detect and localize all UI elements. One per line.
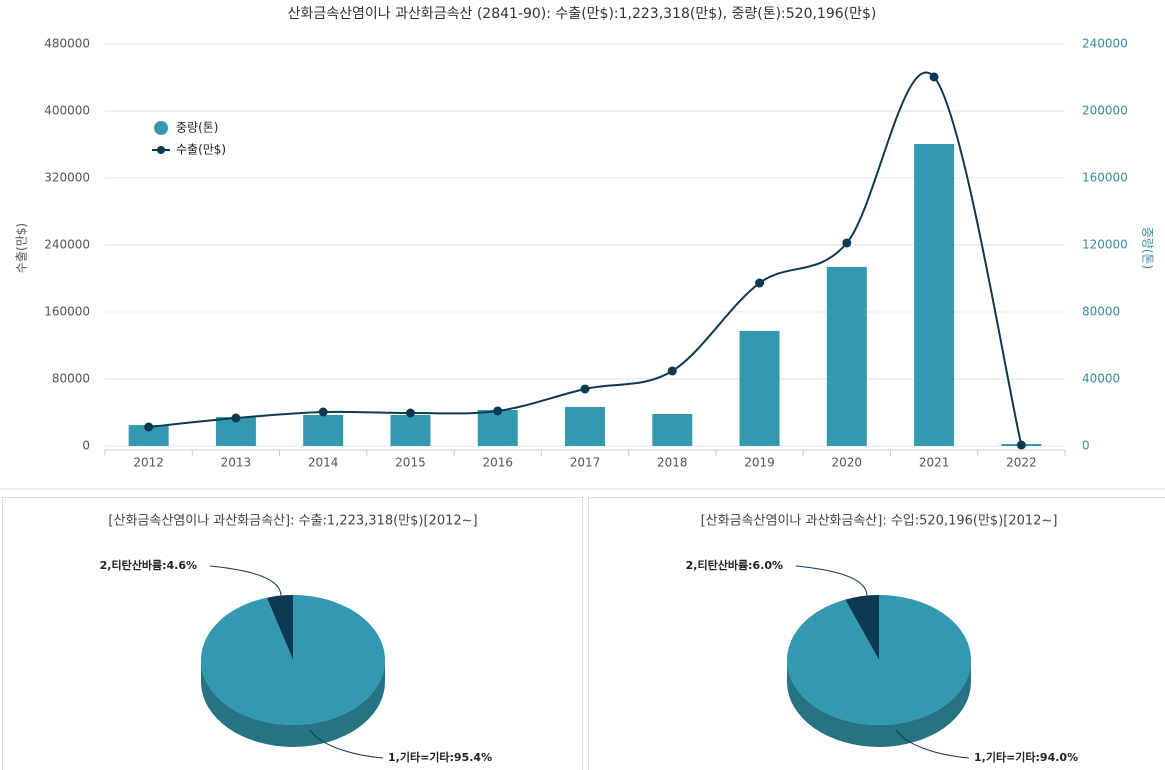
pie-label: 2,티탄산바륨:6.0% [686, 558, 783, 572]
legend-marker [154, 121, 168, 135]
legend-label: 중량(톤) [176, 121, 218, 135]
y2-tick-label: 120000 [1082, 238, 1128, 252]
pie-title: [산화금속산염이나 과산화금속산]: 수입:520,196(만$)[2012~] [701, 514, 1058, 529]
y2-axis-label: 중량(톤) [1141, 227, 1155, 269]
x-tick-label: 2019 [744, 456, 775, 470]
point [755, 278, 765, 288]
pie-slice [201, 595, 386, 725]
pie-slice [845, 595, 879, 660]
x-tick-label: 2013 [221, 456, 252, 470]
bar [390, 415, 431, 446]
leader-line [795, 565, 868, 598]
pie-panel [2, 497, 583, 770]
y2-tick-label: 80000 [1082, 305, 1120, 319]
leader-line [209, 565, 282, 598]
point [493, 406, 503, 416]
bar [303, 415, 344, 446]
legend-marker [157, 146, 165, 154]
x-tick-label: 2021 [919, 456, 950, 470]
point [231, 413, 241, 423]
pie-slice [787, 594, 972, 725]
bar [477, 409, 518, 446]
point [580, 384, 590, 394]
y2-tick-label: 160000 [1082, 171, 1128, 185]
pie-title: [산화금속산염이나 과산화금속산]: 수출:1,223,318(만$)[2012… [108, 514, 477, 529]
y-tick-label: 240000 [44, 238, 90, 252]
point [842, 238, 852, 248]
y-tick-label: 80000 [52, 372, 90, 386]
point [144, 422, 154, 432]
point [405, 408, 415, 418]
point [318, 407, 328, 417]
y2-tick-label: 0 [1082, 439, 1090, 453]
y2-tick-label: 240000 [1082, 37, 1128, 51]
point [1016, 440, 1026, 450]
bar [914, 143, 955, 446]
y-axis-label: 수출(만$) [15, 223, 29, 273]
y-tick-label: 160000 [44, 305, 90, 319]
x-tick-label: 2022 [1006, 456, 1037, 470]
bar [565, 406, 605, 446]
point [929, 72, 939, 82]
pie-panel [588, 497, 1165, 770]
y-tick-label: 0 [82, 439, 90, 453]
pie-side [201, 660, 385, 747]
y-tick-label: 320000 [44, 171, 90, 185]
pie-side [787, 660, 971, 747]
chart-title: 산화금속산염이나 과산화금속산 (2841-90): 수출(만$):1,223,… [288, 6, 877, 22]
point [667, 366, 677, 376]
x-tick-label: 2015 [395, 456, 426, 470]
x-tick-label: 2016 [482, 456, 513, 470]
leader-line [309, 729, 384, 759]
y-tick-label: 480000 [44, 37, 90, 51]
y2-tick-label: 200000 [1082, 104, 1128, 118]
bar [739, 330, 780, 446]
legend-label: 수출(만$) [176, 143, 226, 157]
x-tick-label: 2014 [308, 456, 339, 470]
leader-line [895, 729, 970, 759]
x-tick-label: 2020 [832, 456, 863, 470]
x-tick-label: 2018 [657, 456, 688, 470]
bar [652, 414, 693, 446]
bar [128, 425, 169, 446]
y2-tick-label: 40000 [1082, 372, 1120, 386]
pie-slice [266, 595, 293, 660]
x-tick-label: 2012 [133, 456, 164, 470]
pie-label: 1,기타=기타:94.0% [974, 750, 1078, 764]
y-tick-label: 400000 [44, 104, 90, 118]
pie-label: 2,티탄산바륨:4.6% [100, 558, 197, 572]
x-tick-label: 2017 [570, 456, 601, 470]
bar [826, 266, 867, 446]
pie-label: 1,기타=기타:95.4% [388, 750, 492, 764]
